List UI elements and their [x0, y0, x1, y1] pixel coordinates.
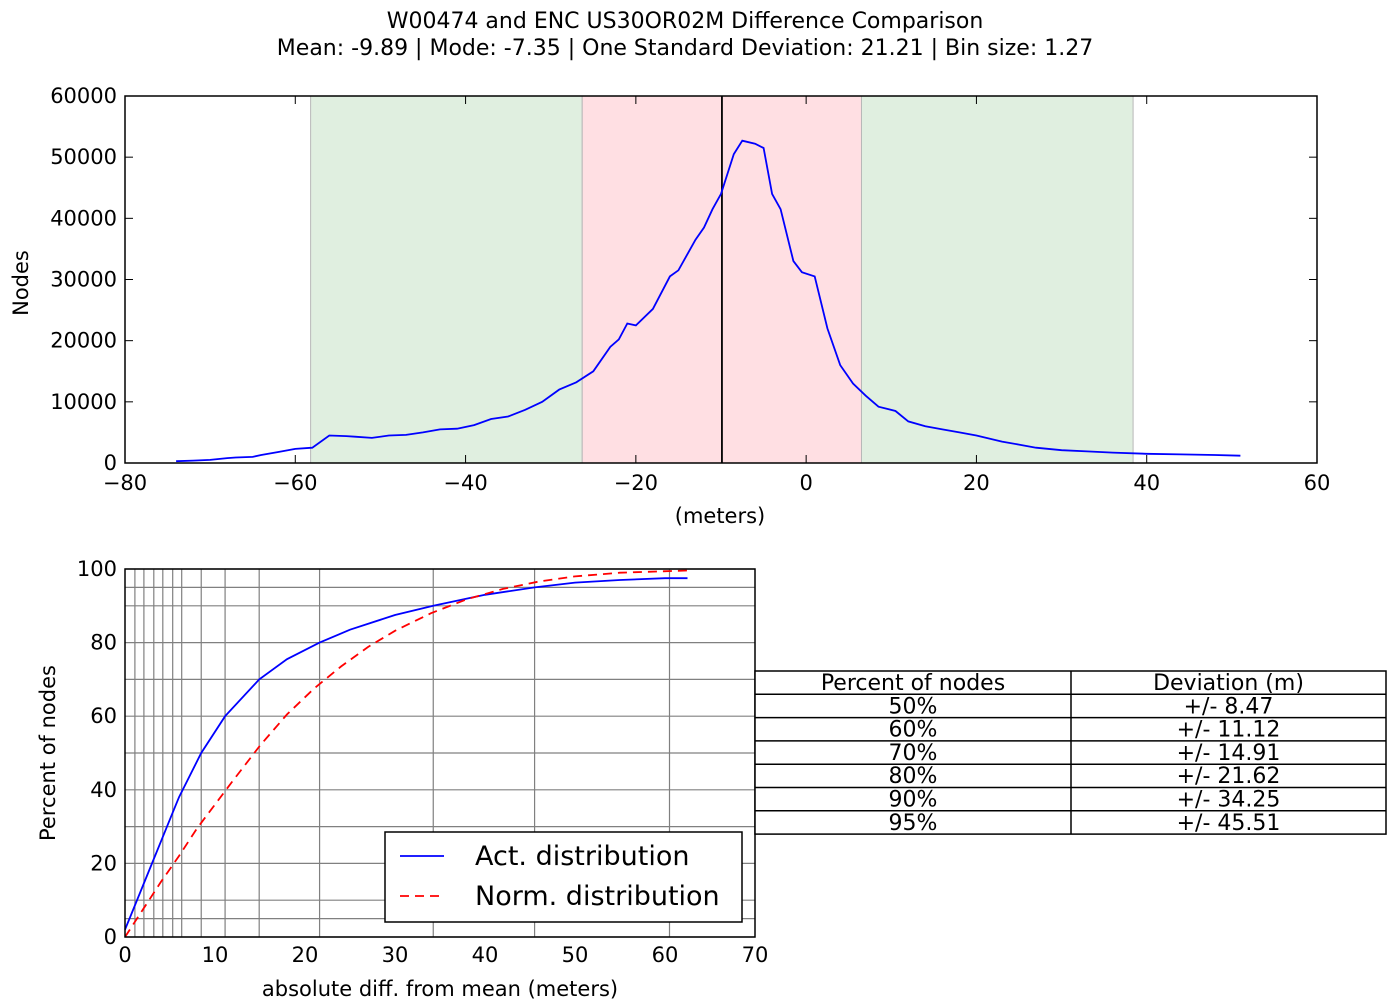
table-header-cell: Percent of nodes — [821, 671, 1005, 696]
x-tick-label: −40 — [443, 471, 487, 495]
table-cell: 80% — [889, 764, 938, 789]
histogram-series — [176, 139, 1241, 463]
table-cell: 90% — [889, 788, 938, 813]
x-tick-label: 30 — [382, 943, 409, 967]
table-cell: +/- 34.25 — [1177, 788, 1281, 813]
x-tick-label: 20 — [963, 471, 990, 495]
histogram-chart: −80 −60 −40 −20 0 20 40 60 0 10000 20000 30000 40000… — [9, 84, 1330, 528]
cumulative-series — [124, 569, 688, 938]
std-dev-band — [310, 95, 583, 464]
table-cell: +/- 8.47 — [1184, 694, 1274, 719]
y-tick-label: 0 — [104, 451, 117, 475]
y-tick-label: 20 — [90, 851, 117, 875]
table-cell: +/- 45.51 — [1177, 811, 1281, 836]
table-cell: 95% — [889, 811, 938, 836]
percent-deviation-table: Percent of nodes Deviation (m) 50% +/- 8.47… — [754, 670, 1387, 836]
histogram-ticks: −80 −60 −40 −20 0 20 40 60 0 10000 20000 30000 40000… — [50, 84, 1330, 495]
y-tick-label: 40 — [90, 778, 117, 802]
cumulative-ylabel: Percent of nodes — [36, 665, 60, 841]
table-cell: +/- 11.12 — [1177, 718, 1281, 743]
x-tick-label: −20 — [614, 471, 658, 495]
table-cell: 60% — [889, 718, 938, 743]
act-distribution-line — [124, 577, 688, 930]
x-tick-label: −60 — [273, 471, 317, 495]
x-tick-label: 40 — [472, 943, 499, 967]
y-tick-label: 10000 — [50, 390, 117, 414]
cumulative-chart: 0 10 20 30 40 50 60 70 0 20 40 60 80 100 absolute dif… — [36, 557, 768, 1001]
table-header-cell: Deviation (m) — [1153, 671, 1304, 696]
legend: Act. distribution Norm. distribution — [384, 831, 743, 923]
y-tick-label: 100 — [77, 557, 117, 581]
figure-title-line2: Mean: -9.89 | Mode: -7.35 | One Standard… — [277, 36, 1093, 61]
x-tick-label: 0 — [118, 943, 131, 967]
figure-title-line1: W00474 and ENC US30OR02M Difference Comp… — [387, 9, 984, 34]
table-cell: 50% — [889, 694, 938, 719]
histogram-line — [176, 139, 1241, 463]
y-tick-label: 80 — [90, 631, 117, 655]
y-tick-label: 20000 — [50, 329, 117, 353]
x-tick-label: 60 — [652, 943, 679, 967]
x-tick-label: 40 — [1133, 471, 1160, 495]
x-tick-label: 0 — [799, 471, 812, 495]
y-tick-label: 0 — [104, 925, 117, 949]
norm-distribution-line — [124, 569, 688, 938]
table-cell: 70% — [889, 741, 938, 766]
cumulative-xlabel: absolute diff. from mean (meters) — [262, 977, 618, 1001]
legend-frame — [384, 831, 743, 923]
std-dev-band — [860, 95, 1134, 464]
histogram-xlabel: (meters) — [675, 504, 766, 528]
table-cell: +/- 14.91 — [1177, 741, 1281, 766]
x-tick-label: −80 — [103, 471, 147, 495]
x-tick-label: 60 — [1304, 471, 1331, 495]
x-tick-label: 50 — [562, 943, 589, 967]
x-tick-label: 20 — [292, 943, 319, 967]
histogram-ylabel: Nodes — [9, 250, 33, 316]
table-cell: +/- 21.62 — [1177, 764, 1281, 789]
x-tick-label: 10 — [202, 943, 229, 967]
legend-act-label: Act. distribution — [475, 841, 689, 872]
y-tick-label: 60000 — [50, 84, 117, 108]
y-tick-label: 50000 — [50, 145, 117, 169]
y-tick-label: 40000 — [50, 206, 117, 230]
cumulative-ticks: 0 10 20 30 40 50 60 70 0 20 40 60 80 100 — [77, 557, 768, 967]
x-tick-label: 70 — [742, 943, 769, 967]
legend-norm-label: Norm. distribution — [475, 881, 720, 912]
y-tick-label: 30000 — [50, 268, 117, 292]
y-tick-label: 60 — [90, 704, 117, 728]
